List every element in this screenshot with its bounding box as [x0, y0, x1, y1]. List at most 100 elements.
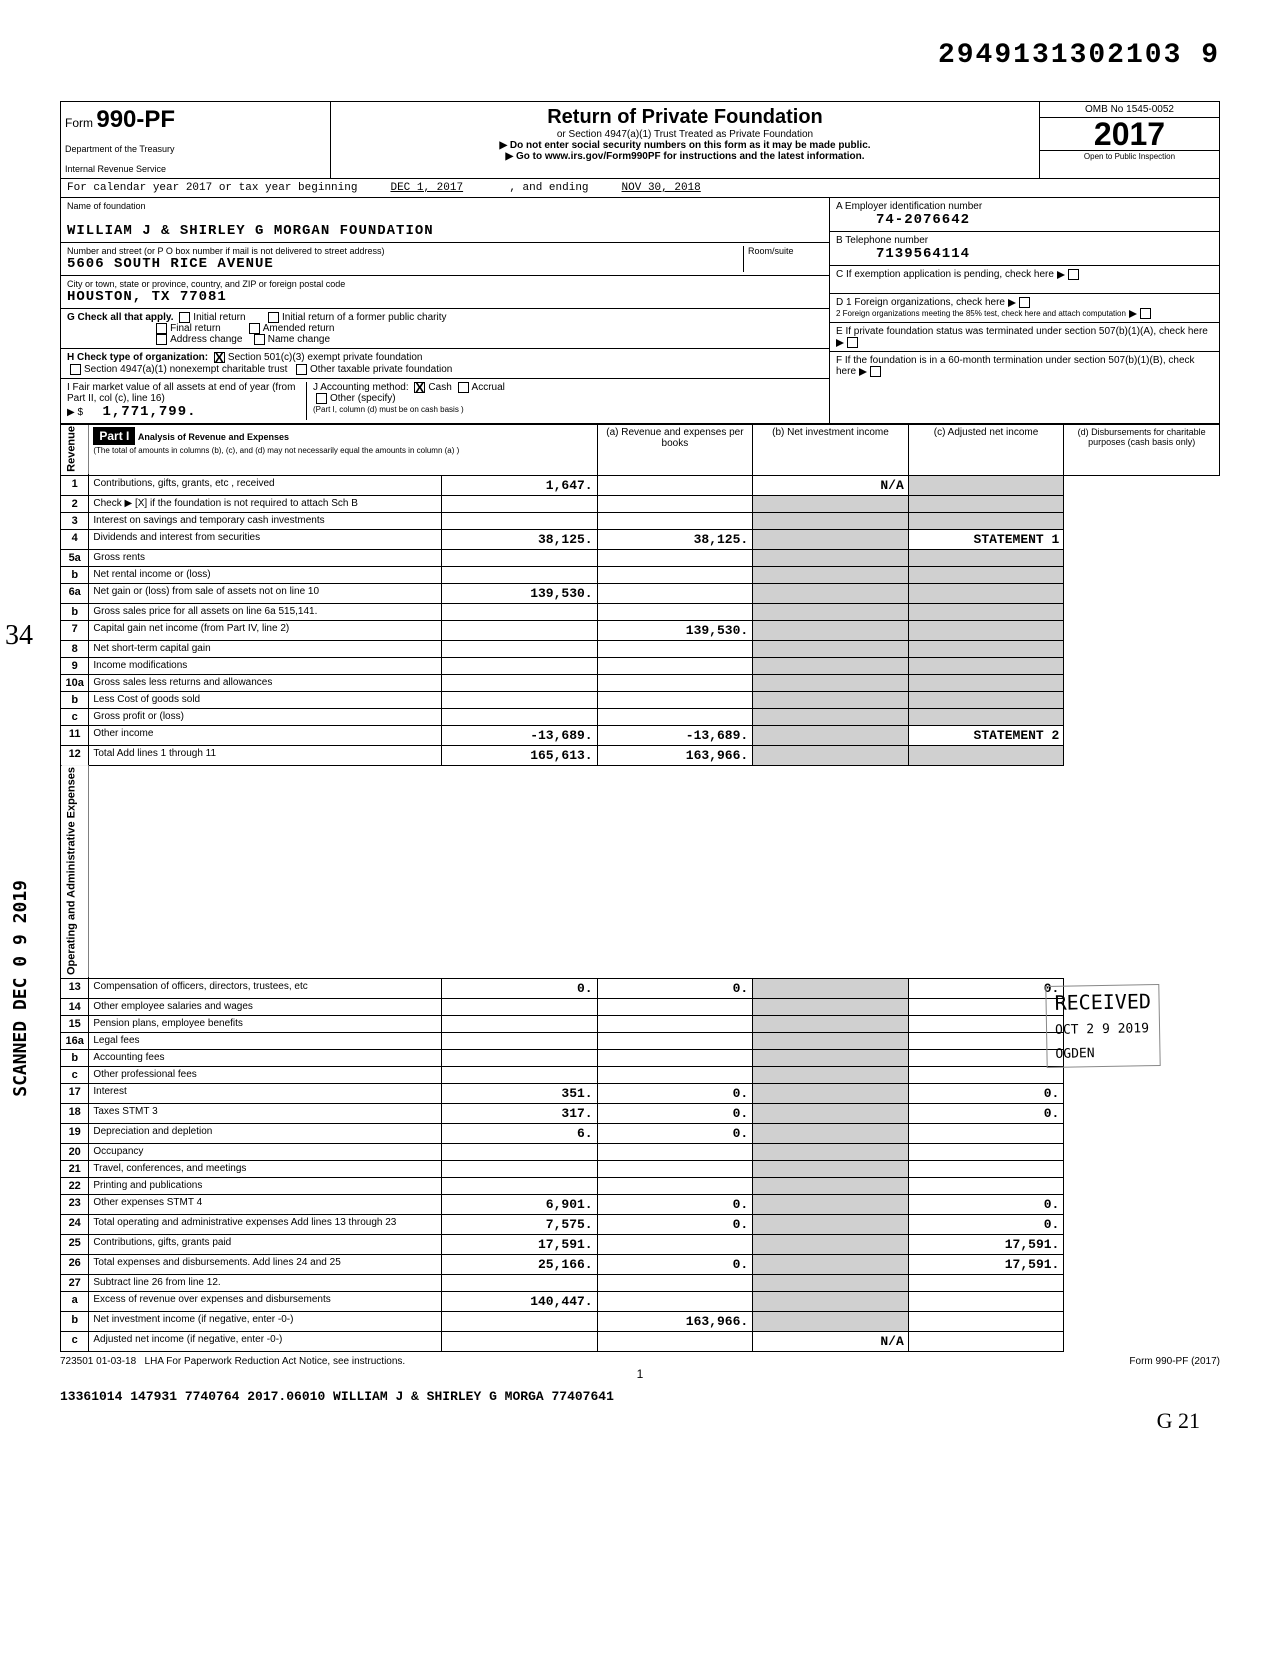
row-num: 10a — [61, 674, 89, 691]
opt-1: Final return — [170, 323, 221, 334]
d1-checkbox[interactable] — [1019, 297, 1030, 308]
row-desc: Capital gain net income (from Part IV, l… — [89, 620, 442, 640]
table-row: a Excess of revenue over expenses and di… — [61, 1291, 1220, 1311]
row-val-b: 163,966. — [597, 1311, 753, 1331]
row-desc: Taxes STMT 3 — [89, 1103, 442, 1123]
row-num: 21 — [61, 1160, 89, 1177]
row-val-c — [753, 978, 909, 998]
row-desc: Income modifications — [89, 657, 442, 674]
row-val-d: 0. — [908, 1103, 1064, 1123]
row-val-c — [753, 657, 909, 674]
j-accrual: Accrual — [472, 382, 505, 393]
h-label: H Check type of organization: — [67, 353, 208, 364]
accrual-checkbox[interactable] — [458, 382, 469, 393]
row-val-a — [442, 1331, 598, 1351]
row-val-b: 0. — [597, 1194, 753, 1214]
row-val-b — [597, 1066, 753, 1083]
row-desc: Total operating and administrative expen… — [89, 1214, 442, 1234]
ein-label: A Employer identification number — [836, 201, 982, 212]
table-row: 7 Capital gain net income (from Part IV,… — [61, 620, 1220, 640]
row-num: a — [61, 1291, 89, 1311]
other-method-checkbox[interactable] — [316, 393, 327, 404]
row-val-a — [442, 512, 598, 529]
row-val-d — [908, 1015, 1064, 1032]
row-val-a — [442, 603, 598, 620]
row-val-d — [908, 1160, 1064, 1177]
row-num: 15 — [61, 1015, 89, 1032]
row-val-b: 0. — [597, 978, 753, 998]
expenses-side-label: Operating and Administrative Expenses — [61, 765, 89, 978]
row-val-b — [597, 566, 753, 583]
e-checkbox[interactable] — [847, 337, 858, 348]
row-val-c — [753, 1214, 909, 1234]
table-row: 4 Dividends and interest from securities… — [61, 529, 1220, 549]
footer-form: Form 990-PF (2017) — [1129, 1356, 1220, 1367]
row-desc: Contributions, gifts, grants paid — [89, 1234, 442, 1254]
row-val-b: 38,125. — [597, 529, 753, 549]
row-desc: Other income — [89, 725, 442, 745]
name-change-checkbox[interactable] — [254, 334, 265, 345]
address-change-checkbox[interactable] — [156, 334, 167, 345]
page-number: 1 — [60, 1367, 1220, 1381]
table-row: 26 Total expenses and disbursements. Add… — [61, 1254, 1220, 1274]
row-desc: Net short-term capital gain — [89, 640, 442, 657]
row-val-b: -13,689. — [597, 725, 753, 745]
d2-label: 2 Foreign organizations meeting the 85% … — [836, 309, 1126, 318]
c-checkbox[interactable] — [1068, 269, 1079, 280]
row-desc: Interest on savings and temporary cash i… — [89, 512, 442, 529]
opt-3: Initial return of a former public charit… — [282, 312, 447, 323]
row-num: 11 — [61, 725, 89, 745]
row-val-a: -13,689. — [442, 725, 598, 745]
row-num: 19 — [61, 1123, 89, 1143]
part1-note: (The total of amounts in columns (b), (c… — [93, 446, 459, 455]
amended-return-checkbox[interactable] — [249, 323, 260, 334]
col-a-header: (a) Revenue and expenses per books — [597, 424, 753, 475]
table-row: 18 Taxes STMT 3 317. 0. 0. — [61, 1103, 1220, 1123]
row-val-a: 165,613. — [442, 745, 598, 765]
col-c-header: (c) Adjusted net income — [908, 424, 1064, 475]
cash-checkbox[interactable] — [414, 382, 425, 393]
initial-return-former-checkbox[interactable] — [268, 312, 279, 323]
row-desc: Pension plans, employee benefits — [89, 1015, 442, 1032]
row-val-c — [753, 1049, 909, 1066]
row-desc: Interest — [89, 1083, 442, 1103]
row-desc: Printing and publications — [89, 1177, 442, 1194]
row-val-b — [597, 1331, 753, 1351]
row-val-b: 0. — [597, 1123, 753, 1143]
table-row: 1 Contributions, gifts, grants, etc , re… — [61, 475, 1220, 495]
row-val-d: 0. — [908, 978, 1064, 998]
row-val-d — [908, 1177, 1064, 1194]
row-val-b — [597, 691, 753, 708]
table-row: 8 Net short-term capital gain — [61, 640, 1220, 657]
form-prefix: Form — [65, 116, 93, 130]
tax-year: 2017 — [1040, 118, 1219, 150]
row-val-a — [442, 1066, 598, 1083]
row-val-b — [597, 495, 753, 512]
501c3-checkbox[interactable] — [214, 352, 225, 363]
form-sub1: or Section 4947(a)(1) Trust Treated as P… — [335, 129, 1035, 140]
form-title: Return of Private Foundation — [335, 106, 1035, 129]
f-checkbox[interactable] — [870, 366, 881, 377]
row-val-c — [753, 1032, 909, 1049]
form-sub2: ▶ Do not enter social security numbers o… — [335, 140, 1035, 151]
d2-checkbox[interactable] — [1140, 308, 1151, 319]
other-taxable-checkbox[interactable] — [296, 364, 307, 375]
final-return-checkbox[interactable] — [156, 323, 167, 334]
row-val-a — [442, 495, 598, 512]
row-val-a — [442, 620, 598, 640]
row-val-a: 0. — [442, 978, 598, 998]
4947a1-checkbox[interactable] — [70, 364, 81, 375]
name-label: Name of foundation — [67, 201, 823, 211]
row-desc: Gross rents — [89, 549, 442, 566]
g-label: G Check all that apply. — [67, 312, 174, 323]
table-row: 9 Income modifications — [61, 657, 1220, 674]
opt-2: Address change — [170, 334, 242, 345]
initial-return-checkbox[interactable] — [179, 312, 190, 323]
table-row: 22 Printing and publications — [61, 1177, 1220, 1194]
row-num: b — [61, 691, 89, 708]
row-val-c — [753, 495, 909, 512]
row-num: 6a — [61, 583, 89, 603]
row-num: 20 — [61, 1143, 89, 1160]
opt-4: Amended return — [263, 323, 335, 334]
row-val-d — [908, 1143, 1064, 1160]
